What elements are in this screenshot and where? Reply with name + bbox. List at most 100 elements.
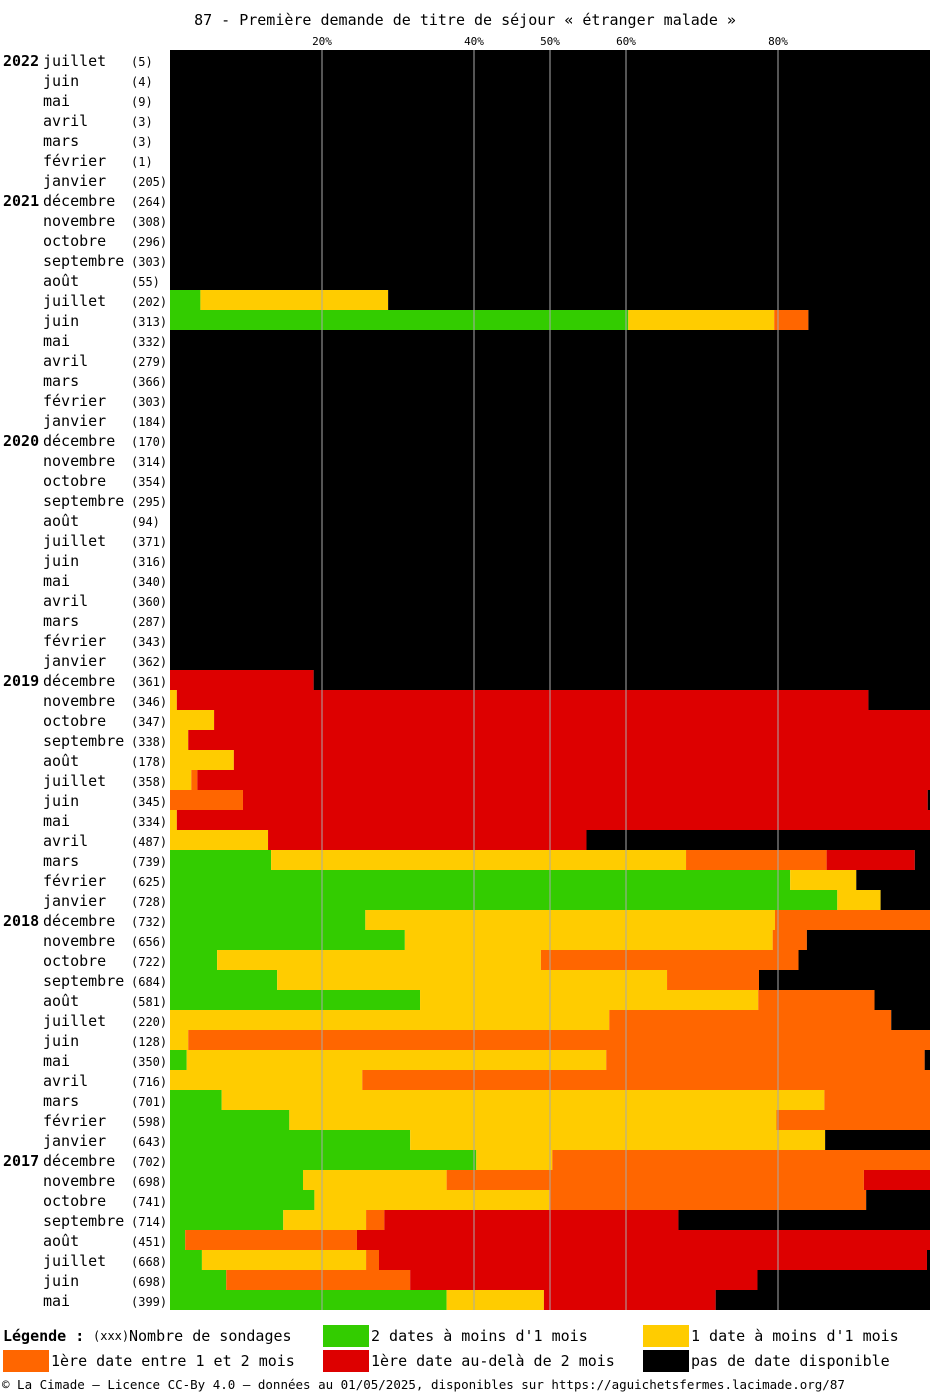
count-label: (732) [131,915,167,929]
bar-segment [772,930,807,950]
count-label: (366) [131,375,167,389]
bar-segment [715,1290,930,1310]
month-label: novembre [43,692,115,710]
footer-credits: © La Cimade — Licence CC-By 4.0 — donnée… [2,1377,845,1392]
bar-segment [170,1050,187,1070]
month-label: avril [43,592,88,610]
bar-segment [170,930,405,950]
count-label: (487) [131,835,167,849]
bar-segment [868,690,930,710]
bar-segment [926,1250,930,1270]
month-label: octobre [43,472,106,490]
month-label: avril [43,352,88,370]
month-label: octobre [43,952,106,970]
grid-layer [321,50,779,1310]
legend-row-1: Légende : (xxx) Nombre de sondages 2 dat… [0,1324,930,1348]
count-label: (303) [131,395,167,409]
month-label: février [43,1112,106,1130]
bar-segment [170,1250,202,1270]
bar-segment [790,870,857,890]
bar-segment [233,750,930,770]
month-label: mars [43,1092,79,1110]
bar-segment [808,310,930,330]
count-label: (643) [131,1135,167,1149]
bar-segment [686,850,827,870]
bar-segment [856,870,930,890]
bar-segment [388,290,930,310]
month-label: août [43,512,79,530]
count-label: (94) [131,515,160,529]
count-label: (451) [131,1235,167,1249]
bar-segment [774,310,809,330]
bar-segment [586,830,930,850]
month-label: juin [43,1032,79,1050]
month-label: mai [43,1292,70,1310]
bar-segment [170,770,192,790]
month-label: mars [43,372,79,390]
bar-segment [170,670,314,690]
bar-segment [176,810,930,830]
count-label: (202) [131,295,167,309]
bar-segment [678,1210,930,1230]
bar-segment [170,990,421,1010]
month-label: mai [43,812,70,830]
bar-segment [776,1110,930,1130]
count-label: (220) [131,1015,167,1029]
bar-segment [628,310,775,330]
month-label: janvier [43,412,106,430]
bar-segment [188,1030,930,1050]
bar-segment [384,1210,679,1230]
month-label: février [43,872,106,890]
bar-segment [806,930,930,950]
bar-segment [366,1210,385,1230]
count-label: (178) [131,755,167,769]
bar-segment [924,1050,930,1070]
count-label: (358) [131,775,167,789]
month-label: avril [43,832,88,850]
month-label: octobre [43,712,106,730]
bar-segment [170,1150,477,1170]
bar-segment [170,290,201,310]
count-label: (340) [131,575,167,589]
bar-segment [188,730,930,750]
bar-segment [170,1230,186,1250]
x-tick-label: 50% [540,35,560,48]
bar-segment [170,1110,290,1130]
month-label: juin [43,72,79,90]
bar-segment [758,990,875,1010]
count-label: (316) [131,555,167,569]
bar-segment [446,1170,864,1190]
bar-segment [200,290,389,310]
legend-swatch-yellow [643,1325,689,1347]
bar-segment [543,1290,716,1310]
month-label: décembre [43,192,115,210]
count-label: (295) [131,495,167,509]
count-label: (714) [131,1215,167,1229]
count-label: (1) [131,155,153,169]
bar-segment [774,910,930,930]
count-label: (354) [131,475,167,489]
bar-segment [891,1010,930,1030]
month-label: avril [43,1072,88,1090]
bar-segment [170,810,177,830]
count-label: (128) [131,1035,167,1049]
bar-segment [798,950,930,970]
bar-segment [356,1230,930,1250]
count-label: (205) [131,175,167,189]
year-label: 2017 [3,1152,39,1170]
bar-segment [283,1210,367,1230]
count-label: (698) [131,1275,167,1289]
bar-segment [289,1110,777,1130]
bar-segment [549,1190,867,1210]
count-label: (702) [131,1155,167,1169]
bar-segment [362,1070,930,1090]
bar-segment [226,1270,411,1290]
bar-segment [170,830,269,850]
bar-segment [404,930,773,950]
bar-segment [170,710,215,730]
bar-segment [201,1250,367,1270]
count-label: (9) [131,95,153,109]
row-labels: 2022 juillet (5)juin (4)mai (9)avril (3)mars(… [3,52,167,1310]
legend-swatch-orange [3,1350,49,1372]
bar-segment [170,850,272,870]
